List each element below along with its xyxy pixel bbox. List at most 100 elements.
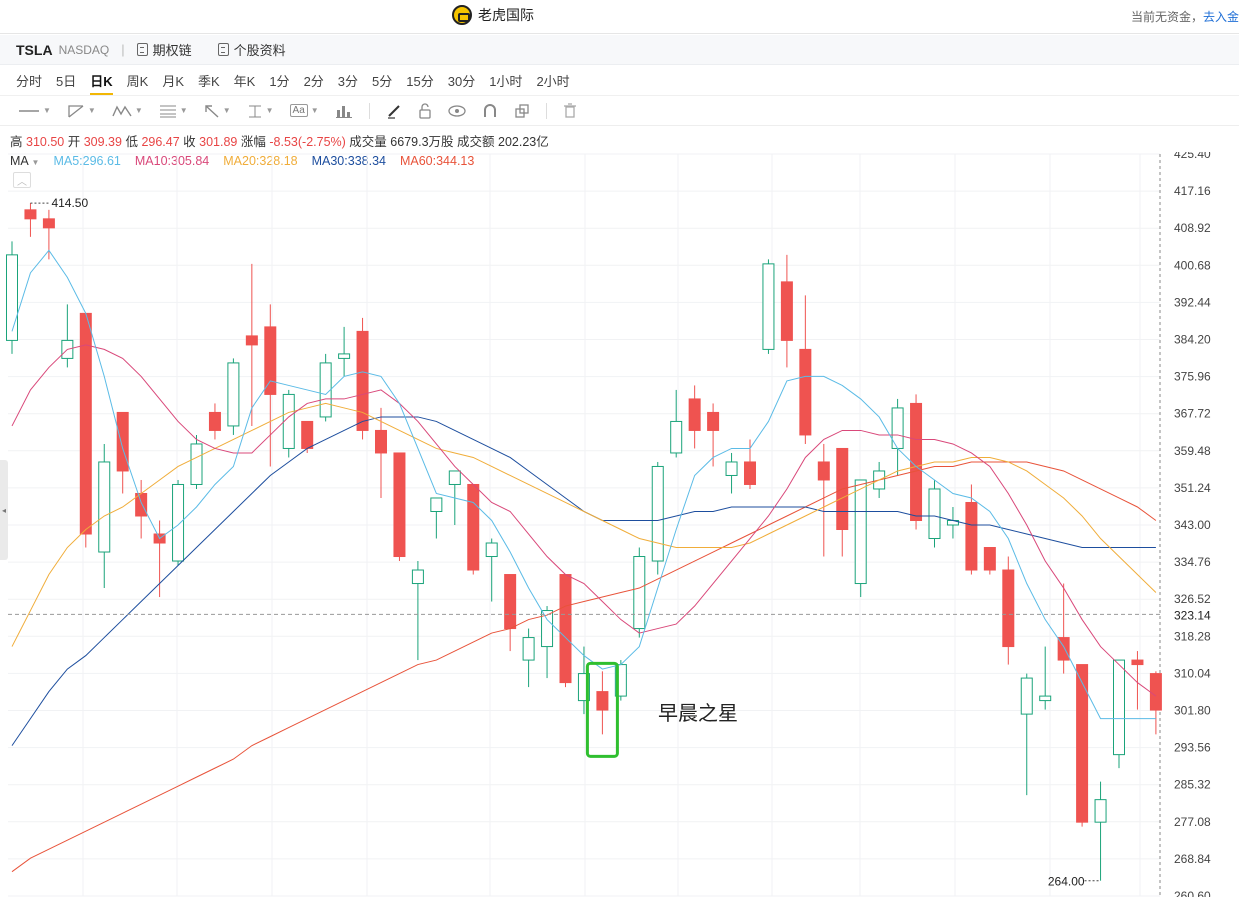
y-tick-label: 359.48 [1174,444,1211,458]
period-tab[interactable]: 3分 [337,74,359,89]
indicator-tool[interactable] [335,104,353,118]
collapse-legend-button[interactable]: ︿ [13,172,31,188]
candle-body [504,574,517,630]
drawing-toolbar: ▼ ▼ ▼ ▼ ▼ ▼ Aa ▼ [0,96,1239,126]
morning-star-highlight [585,661,619,758]
top-bar: 老虎国际 当前无资金，去入金 [0,0,1239,34]
lock-tool[interactable] [418,102,432,119]
period-tab[interactable]: 1分 [269,74,290,89]
brand[interactable]: 老虎国际 [452,5,534,25]
fibonacci-icon [159,105,176,117]
period-tab[interactable]: 2小时 [536,74,570,89]
y-tick-label: 301.80 [1174,704,1211,718]
ma-legend-item: MA5:296.61 [53,154,121,168]
profile-link[interactable]: 个股资料 [217,40,286,59]
candle-body [688,398,701,431]
deposit-link[interactable]: 去入金 [1202,10,1239,24]
period-tab[interactable]: 5日 [56,74,77,89]
period-tab[interactable]: 季K [197,74,220,89]
clone-icon [515,103,529,118]
eye-icon [448,104,466,117]
chevron-up-icon: ︿ [17,176,27,188]
period-tab[interactable]: 1小时 [489,74,523,89]
period-tab[interactable]: 日K [90,71,114,95]
high-marker-label: 414.50 [51,196,88,210]
toolbar-divider [368,102,370,119]
arrow-tool[interactable]: ▼ [204,104,231,118]
visibility-tool[interactable] [448,104,466,117]
toolbar-divider [545,102,547,119]
candle-body [282,393,295,449]
text-tool[interactable]: Aa ▼ [289,104,319,117]
y-tick-label: 392.44 [1174,295,1211,309]
close-label: 收 [183,135,196,149]
candle-body [1113,659,1125,756]
ticker: TSLA [16,41,53,58]
pattern-annotation: 早晨之星 [658,703,738,725]
period-tab[interactable]: 30分 [447,74,476,89]
ma-legend-item: MA10:305.84 [134,154,210,168]
trend-tool[interactable]: ▼ [67,103,96,119]
candle-body [208,411,221,431]
period-tab[interactable]: 月K [162,74,184,89]
candle-body [1057,637,1070,661]
ma-selector[interactable]: MA ▼ [10,154,39,168]
side-panel-toggle[interactable]: ◂ [0,460,8,560]
y-tick-label: 408.92 [1174,221,1211,235]
line-tool[interactable]: ▼ [18,106,51,116]
period-tab[interactable]: 周K [126,74,149,89]
change-label: 涨幅 [240,135,266,149]
candle-body [559,574,572,684]
candle-body [780,281,793,341]
candle-body [541,610,554,648]
arrow-icon [204,104,219,118]
y-tick-label: 400.68 [1174,258,1211,272]
price-range-icon [248,105,261,117]
ma-legend-item: MA20:328.18 [223,154,298,168]
candle-body [965,501,978,571]
candle-body [1076,664,1089,823]
account-status: 当前无资金，去入金 [1131,8,1239,25]
low-label: 低 [125,135,138,149]
ma60-line [11,461,1157,873]
y-tick-label: 285.32 [1174,778,1211,792]
high-value: 310.50 [26,135,65,149]
options-chain-link[interactable]: 期权链 [136,40,192,59]
clone-tool[interactable] [514,103,530,119]
trash-icon [563,102,576,118]
close-value: 301.89 [199,135,238,149]
period-tab[interactable]: 分时 [16,74,43,89]
candle-body [264,326,277,395]
candle-body [983,547,996,571]
pen-tool[interactable] [386,103,402,119]
measure-tool[interactable]: ▼ [247,104,274,118]
candle-body [633,556,646,630]
period-tab[interactable]: 年K [233,74,256,89]
candle-body [338,353,351,359]
candle-body [245,335,258,346]
y-tick-label: 310.04 [1174,666,1211,680]
candle-body [522,637,535,661]
high-label: 高 [10,135,23,149]
candle-body [596,691,609,711]
candle-body [42,218,55,229]
ma5-line [11,249,1156,720]
y-tick-label: 351.24 [1174,481,1211,495]
fib-tool[interactable]: ▼ [159,104,188,118]
ma-label: MA [10,154,29,168]
candle-body [725,461,738,476]
period-tab[interactable]: 15分 [406,74,434,89]
profile-label: 个股资料 [233,43,286,58]
candle-body [485,542,498,558]
candlestick-chart[interactable]: 425.40 417.16 408.92 400.68 392.44 384.20 375.… [0,152,1239,897]
period-tab[interactable]: 2分 [303,74,324,89]
candle-body [319,362,332,418]
candle-body [1149,673,1162,711]
candle-body [1094,799,1107,823]
delete-tool[interactable] [563,102,577,119]
wave-pattern-icon [112,104,132,116]
period-tab[interactable]: 5分 [372,74,393,89]
wave-tool[interactable]: ▼ [112,104,143,118]
candle-body [393,452,406,558]
magnet-tool[interactable] [482,103,498,119]
